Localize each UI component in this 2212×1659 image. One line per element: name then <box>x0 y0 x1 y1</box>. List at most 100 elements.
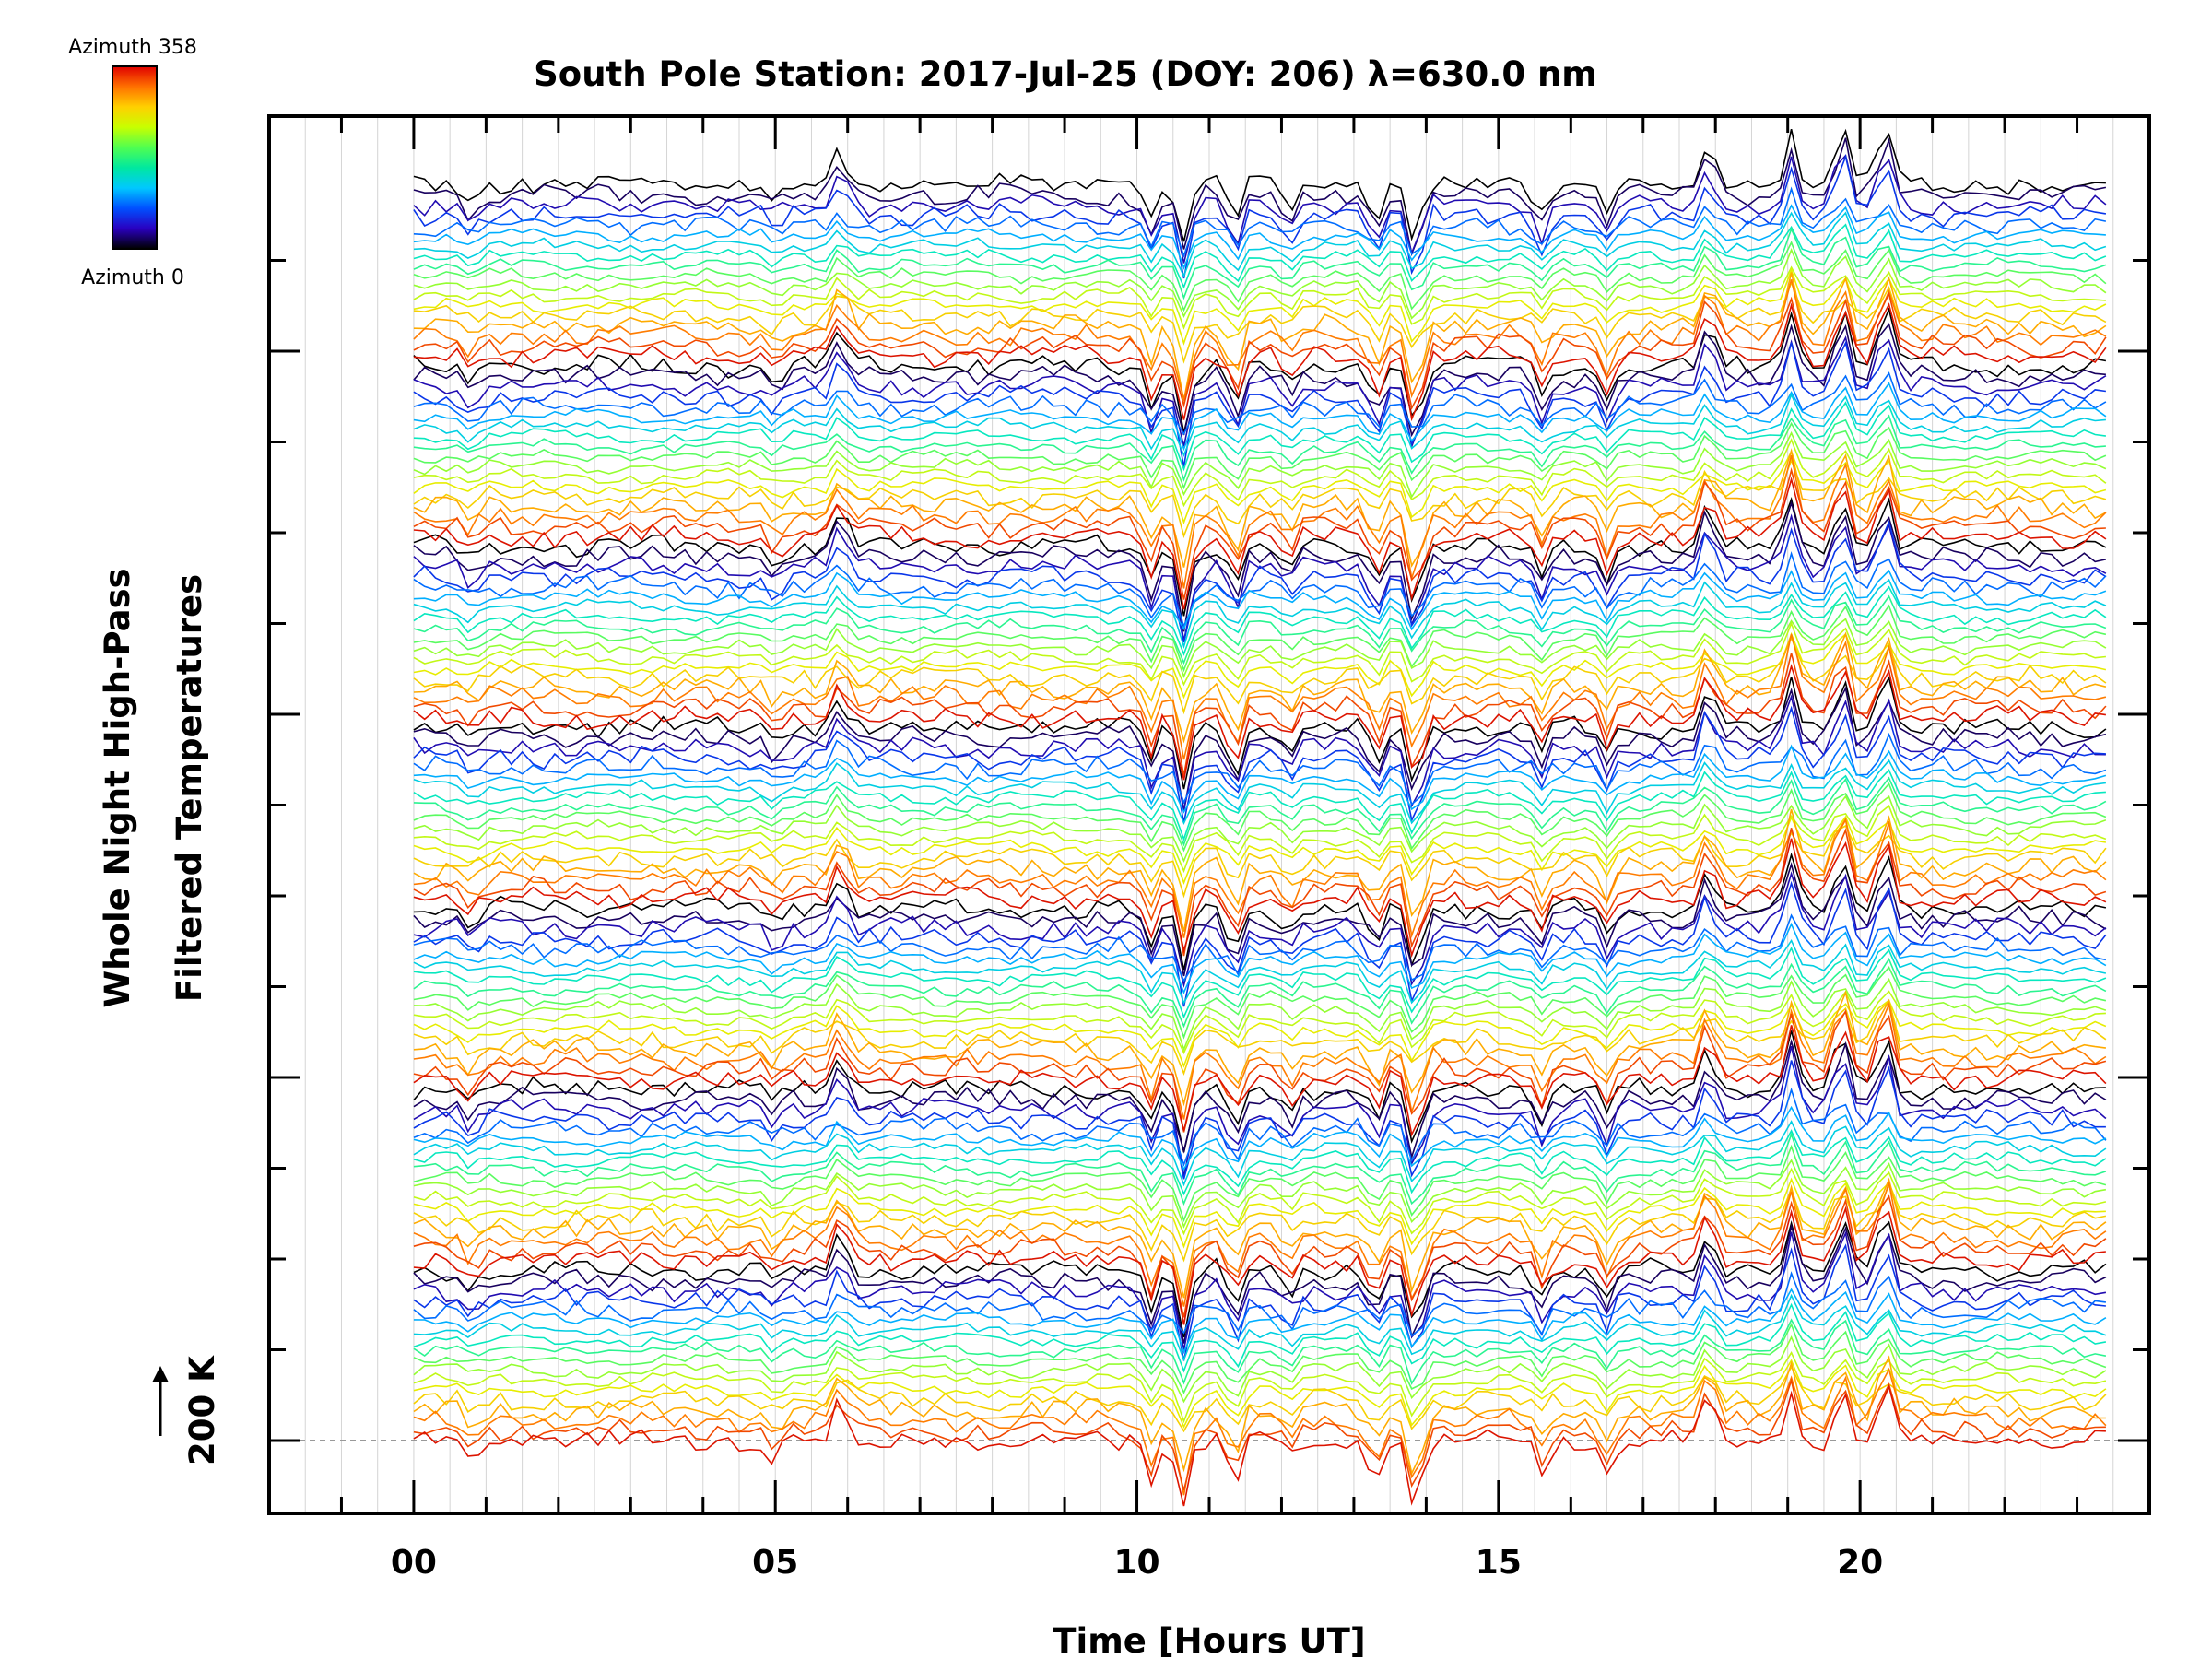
trace-line <box>413 414 2106 482</box>
trace-line <box>413 1322 2107 1394</box>
trace-line <box>413 578 2107 650</box>
trace-line <box>413 1359 2107 1430</box>
trace-line <box>413 824 2107 899</box>
trace-line <box>413 401 2107 472</box>
trace-line <box>413 382 2107 452</box>
trace-line <box>413 631 2107 744</box>
trace-line <box>413 1025 2107 1137</box>
trace-line <box>413 1367 2107 1496</box>
trace-line <box>413 204 2106 270</box>
trace-line <box>413 438 2107 508</box>
x-axis-label: Time [Hours UT] <box>1053 1621 1365 1659</box>
trace-line <box>413 1335 2107 1404</box>
trace-line <box>413 1318 2107 1385</box>
trace-line <box>413 340 2107 467</box>
trace-line <box>413 154 2107 279</box>
trace-line <box>413 1206 2106 1325</box>
trace-line <box>413 585 2107 656</box>
trace-line <box>413 335 2107 450</box>
trace-line <box>413 1182 2107 1307</box>
trace-line <box>413 664 2107 781</box>
trace-line <box>413 990 2107 1107</box>
trace-line <box>413 223 2107 289</box>
trace-line <box>413 227 2107 300</box>
trace-line <box>413 1008 2107 1133</box>
x-tick-label: 15 <box>1476 1544 1522 1582</box>
scale-label: 200 K <box>182 1355 222 1465</box>
trace-line <box>413 653 2107 776</box>
trace-line <box>413 999 2107 1068</box>
trace-line <box>413 594 2107 665</box>
trace-line <box>413 1293 2107 1362</box>
trace-line <box>413 1129 2107 1196</box>
trace-line <box>413 1087 2107 1168</box>
trace-line <box>413 686 2107 811</box>
trace-line <box>413 769 2106 841</box>
trace-line <box>413 457 2107 539</box>
trace-line <box>413 1177 2107 1299</box>
trace-line <box>413 871 2107 989</box>
trace-line <box>413 454 2107 589</box>
colorbar-top-label: Azimuth 358 <box>68 36 197 59</box>
trace-line <box>413 211 2107 278</box>
trace-line <box>413 815 2107 885</box>
trace-line <box>413 966 2107 1040</box>
trace-line <box>413 618 2107 678</box>
trace-line <box>413 291 2107 411</box>
trace-line <box>413 977 2107 1052</box>
y-axis-ticks <box>269 259 2149 1442</box>
trace-line <box>413 946 2107 1019</box>
trace-line <box>413 990 2106 1055</box>
trace-line <box>413 306 2107 433</box>
trace-line <box>413 804 2107 874</box>
trace-line <box>413 272 2107 401</box>
trace-line <box>413 732 2107 806</box>
trace-line <box>413 999 2107 1076</box>
trace-line <box>413 938 2107 1006</box>
trace-line <box>413 1046 2107 1177</box>
x-axis-ticks <box>339 116 2079 1513</box>
trace-line <box>413 1105 2107 1171</box>
trace-line <box>413 1351 2107 1424</box>
trace-line <box>413 782 2107 853</box>
trace-line <box>413 1144 2107 1223</box>
trace-line <box>413 818 2107 939</box>
trace-line <box>413 636 2107 715</box>
trace-line <box>413 1159 2107 1229</box>
trace-line <box>413 393 2106 458</box>
x-tick-label: 20 <box>1837 1544 1883 1582</box>
trace-line <box>413 744 2107 814</box>
colorbar <box>112 65 158 250</box>
trace-line <box>413 137 2107 257</box>
trace-line <box>413 1060 2106 1180</box>
trace-line <box>413 1194 2107 1318</box>
y-axis-label-line1: Whole Night High-Pass <box>98 568 137 1007</box>
trace-line <box>413 1167 2107 1236</box>
trace-line <box>413 1230 2107 1350</box>
colorbar-bottom-label: Azimuth 0 <box>81 266 184 289</box>
trace-line <box>413 828 2107 957</box>
trace-line <box>413 467 2106 600</box>
trace-line <box>413 705 2106 823</box>
trace-line <box>413 862 2107 977</box>
trace-line <box>413 1132 2107 1206</box>
trace-line <box>413 448 2107 568</box>
x-tick-labels: 00 05 10 15 20 <box>391 1544 1883 1582</box>
x-tick-label: 00 <box>391 1544 437 1582</box>
trace-line <box>413 621 2106 687</box>
trace-line <box>413 550 2107 629</box>
trace-line <box>413 794 2107 864</box>
trace-line <box>413 371 2107 436</box>
trace-line <box>413 569 2107 631</box>
x-tick-label: 10 <box>1113 1544 1159 1582</box>
temperature-traces <box>413 128 2107 1507</box>
trace-line <box>413 186 2107 258</box>
trace-line <box>413 1288 2107 1355</box>
trace-line <box>413 604 2107 673</box>
trace-line <box>413 957 2107 1029</box>
scale-arrow-head <box>152 1366 169 1382</box>
trace-line <box>413 1219 2107 1338</box>
trace-line <box>413 1302 2107 1373</box>
trace-line <box>413 776 2107 847</box>
